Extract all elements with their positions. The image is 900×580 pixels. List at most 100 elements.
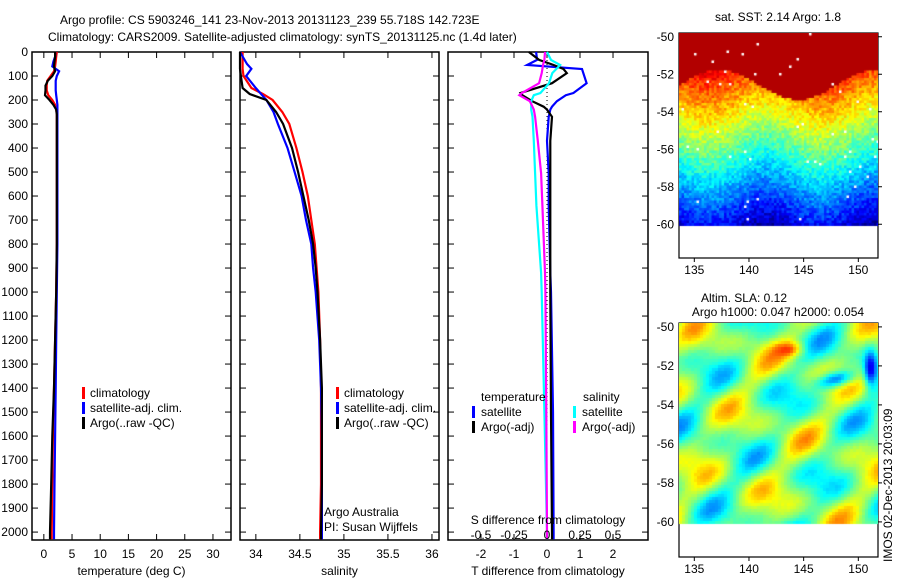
legend-label: Argo(-adj) (481, 420, 534, 434)
y-tick-label: 200 (8, 93, 28, 107)
y-tick-label: 700 (8, 213, 28, 227)
legend-header: salinity (583, 390, 620, 404)
lat-tick-label: -56 (657, 142, 675, 156)
y-tick-label: 1200 (1, 333, 28, 347)
map-title: sat. SST: 2.14 Argo: 1.8 (715, 10, 841, 24)
y-tick-label: 1100 (2, 309, 28, 323)
legend-label: satellite (582, 405, 623, 419)
y-tick-label: 1300 (1, 357, 28, 371)
y-tick-label: 500 (8, 165, 28, 179)
series-line-satellite-adj-clim- (239, 51, 323, 540)
y-tick-label: 800 (8, 237, 28, 251)
y-tick-label: 900 (8, 261, 28, 275)
difference-panel (447, 51, 649, 541)
y-tick-label: 1800 (1, 477, 28, 491)
legend-label: satellite-adj. clim. (344, 401, 436, 415)
lon-tick-label: 145 (794, 562, 814, 576)
lon-tick-label: 145 (794, 263, 814, 277)
x-tick-label: 30 (206, 547, 220, 561)
lat-tick-label: -50 (657, 30, 675, 44)
series-line-argo-raw-qc- (238, 52, 323, 540)
lat-tick-label: -58 (657, 476, 675, 490)
x-axis-label: temperature (deg C) (77, 564, 185, 578)
s-axis-label: S difference from climatology (471, 513, 626, 527)
map-subtitle: Argo h1000: 0.047 h2000: 0.054 (692, 305, 864, 319)
legend-swatch (573, 421, 576, 433)
legend-swatch (336, 402, 339, 414)
temperature-panel (31, 51, 232, 541)
x-tick-label: 0 (544, 547, 551, 561)
map-title: Altim. SLA: 0.12 (701, 291, 787, 305)
legend-swatch (336, 387, 339, 399)
legend-swatch (472, 421, 475, 433)
y-tick-label: 600 (8, 189, 28, 203)
y-tick-label: 1000 (1, 285, 28, 299)
lon-tick-label: 140 (739, 562, 759, 576)
legend-label: satellite (481, 405, 522, 419)
series-line-s-satellite (530, 51, 562, 540)
lat-tick-label: -60 (657, 515, 675, 529)
legend-label: Argo(..raw -QC) (90, 416, 175, 430)
lat-tick-label: -54 (657, 105, 675, 119)
x-axis-label: T difference from climatology (471, 564, 625, 578)
x-tick-label: 1 (577, 547, 584, 561)
series-line-s-argo-adj- (517, 51, 549, 540)
temperature-axes-box (31, 51, 232, 541)
legend-swatch (82, 402, 85, 414)
annotation-text: Argo Australia (324, 505, 399, 519)
x-tick-label: 34 (249, 547, 263, 561)
lat-tick-label: -52 (657, 67, 675, 81)
x-tick-label: 25 (178, 547, 192, 561)
legend-label: Argo(..raw -QC) (344, 416, 429, 430)
y-tick-label: 1700 (1, 453, 28, 467)
s-tick-label: 0 (544, 528, 551, 542)
x-tick-label: 5 (69, 547, 76, 561)
lat-tick-label: -52 (657, 359, 675, 373)
series-line-climatology (241, 52, 323, 540)
lat-tick-label: -60 (657, 217, 675, 231)
y-tick-label: 300 (8, 117, 28, 131)
legend-swatch (82, 387, 85, 399)
x-tick-label: 35 (337, 547, 351, 561)
s-tick-label: -0.25 (500, 528, 528, 542)
y-tick-label: 400 (8, 141, 28, 155)
y-tick-label: 1500 (1, 405, 28, 419)
salinity-axes-box (239, 51, 440, 541)
legend-header: temperature (481, 390, 546, 404)
x-tick-label: -2 (476, 547, 487, 561)
s-tick-label: 0.5 (605, 528, 622, 542)
x-tick-label: 34.5 (288, 547, 312, 561)
legend-swatch (472, 406, 475, 418)
x-axis-label: salinity (321, 564, 358, 578)
s-tick-label: -0.5 (471, 528, 492, 542)
series-line-argo-raw-qc- (43, 52, 58, 540)
legend-label: Argo(-adj) (582, 420, 635, 434)
title-line-1: Argo profile: CS 5903246_141 23-Nov-2013… (60, 13, 479, 27)
lon-tick-label: 135 (684, 562, 704, 576)
y-tick-label: 1600 (1, 429, 28, 443)
legend-swatch (336, 417, 339, 429)
lat-tick-label: -50 (657, 320, 675, 334)
legend-swatch (573, 406, 576, 418)
x-tick-label: 20 (150, 547, 164, 561)
y-tick-label: 1400 (1, 381, 28, 395)
y-tick-label: 0 (21, 45, 28, 59)
series-line-satellite-adj-clim- (51, 52, 61, 540)
legend-swatch (82, 417, 85, 429)
legend-label: climatology (90, 386, 150, 400)
lon-tick-label: 140 (739, 263, 759, 277)
s-tick-label: 0.25 (568, 528, 592, 542)
x-tick-label: 15 (122, 547, 136, 561)
series-line-t-argo-adj- (518, 51, 569, 540)
lat-tick-label: -56 (657, 437, 675, 451)
annotation-text: PI: Susan Wijffels (324, 520, 418, 534)
x-tick-label: 35.5 (376, 547, 400, 561)
legend-label: satellite-adj. clim. (90, 401, 182, 415)
x-tick-label: -1 (509, 547, 520, 561)
title-line-2: Climatology: CARS2009. Satellite-adjuste… (48, 30, 517, 44)
imos-stamp: IMOS 02-Dec-2013 20:03:09 (881, 408, 895, 562)
lon-tick-label: 135 (684, 263, 704, 277)
legend-label: climatology (344, 386, 404, 400)
